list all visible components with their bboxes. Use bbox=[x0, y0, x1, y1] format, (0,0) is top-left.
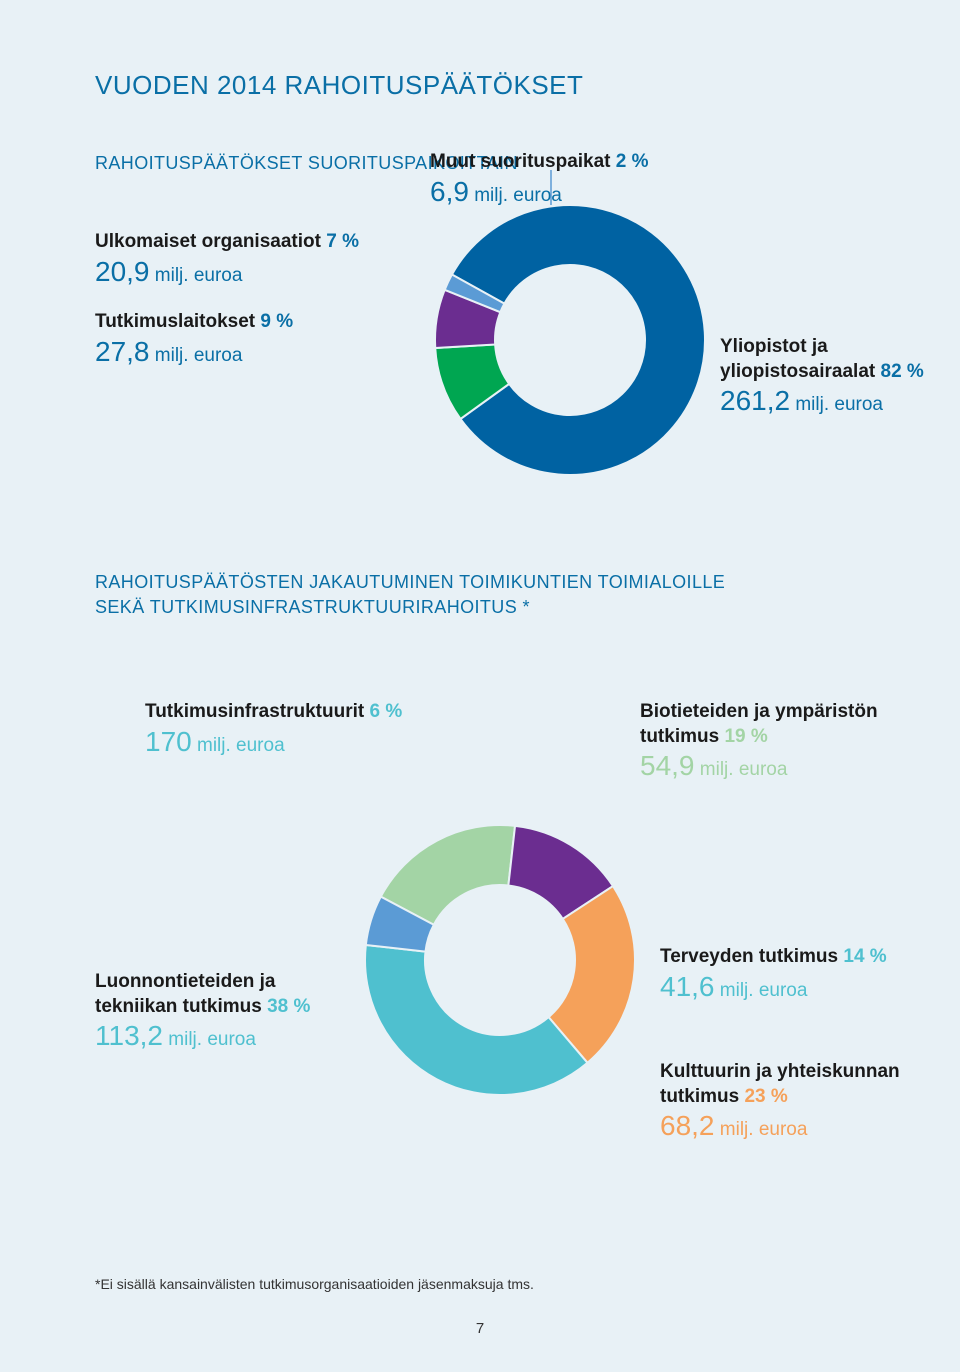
chart1-donut bbox=[0, 0, 960, 600]
sub-title-2a: RAHOITUSPÄÄTÖSTEN JAKAUTUMINEN TOIMIKUNT… bbox=[95, 570, 725, 595]
chart2-donut bbox=[0, 660, 960, 1260]
footnote: *Ei sisällä kansainvälisten tutkimusorga… bbox=[95, 1276, 534, 1292]
sub-title-2b: SEKÄ TUTKIMUSINFRASTRUKTUURIRAHOITUS * bbox=[95, 595, 725, 620]
page-number: 7 bbox=[0, 1320, 960, 1337]
